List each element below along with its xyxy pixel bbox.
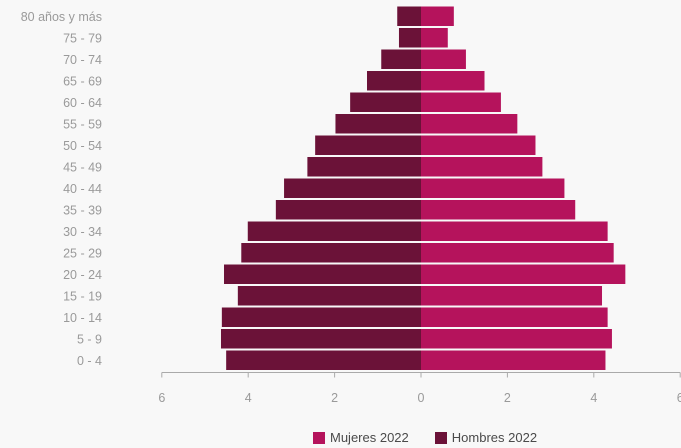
bar-hombres-30-34 bbox=[247, 221, 421, 241]
bar-mujeres-30-34 bbox=[421, 221, 608, 241]
x-tick-label-1: 4 bbox=[245, 391, 252, 405]
y-tick-label-75-79: 75 - 79 bbox=[63, 31, 102, 45]
x-axis-ticks: 6 4 2 0 2 4 6 bbox=[158, 372, 681, 405]
bar-hombres-65-69 bbox=[367, 71, 421, 91]
x-tick-label-0: 6 bbox=[158, 391, 165, 405]
bar-hombres-15-19 bbox=[237, 286, 421, 306]
bar-hombres-20-24 bbox=[224, 264, 421, 284]
y-tick-label-60-64: 60 - 64 bbox=[63, 96, 102, 110]
y-tick-label-20-24: 20 - 24 bbox=[63, 268, 102, 282]
y-tick-label-0-4: 0 - 4 bbox=[77, 354, 102, 368]
y-tick-label-45-49: 45 - 49 bbox=[63, 160, 102, 174]
bar-mujeres-75-79 bbox=[421, 28, 448, 48]
bar-hombres-70-74 bbox=[381, 49, 421, 69]
x-tick-label-2: 2 bbox=[331, 391, 338, 405]
bar-hombres-75-79 bbox=[398, 28, 421, 48]
y-tick-label-35-39: 35 - 39 bbox=[63, 203, 102, 217]
bar-hombres-0-4 bbox=[226, 350, 421, 370]
bar-mujeres-20-24 bbox=[421, 264, 626, 284]
bar-mujeres-25-29 bbox=[421, 243, 614, 263]
bar-mujeres-65-69 bbox=[421, 71, 485, 91]
bar-hombres-80-años-y-m-s bbox=[397, 6, 421, 26]
bar-mujeres-10-14 bbox=[421, 307, 608, 327]
bar-hombres-60-64 bbox=[350, 92, 421, 112]
y-tick-label-80-años-y-m-s: 80 años y más bbox=[21, 10, 102, 24]
bar-mujeres-15-19 bbox=[421, 286, 603, 306]
bar-mujeres-55-59 bbox=[421, 114, 518, 134]
y-tick-label-30-34: 30 - 34 bbox=[63, 225, 102, 239]
legend: Mujeres 2022 Hombres 2022 bbox=[313, 430, 537, 445]
y-tick-label-50-54: 50 - 54 bbox=[63, 139, 102, 153]
y-axis-tick-labels: 0 - 4 5 - 9 10 - 14 15 - 19 20 - 24 25 - 29 30… bbox=[21, 10, 102, 368]
y-tick-label-10-14: 10 - 14 bbox=[63, 311, 102, 325]
bar-hombres-25-29 bbox=[241, 243, 421, 263]
bar-hombres-50-54 bbox=[315, 135, 421, 155]
x-tick-label-4: 2 bbox=[504, 391, 511, 405]
bar-hombres-35-39 bbox=[275, 200, 421, 220]
bar-mujeres-80-años-y-m-s bbox=[421, 6, 454, 26]
bar-mujeres-5-9 bbox=[421, 329, 612, 349]
bar-hombres-40-44 bbox=[284, 178, 421, 198]
y-tick-label-15-19: 15 - 19 bbox=[63, 289, 102, 303]
bars-mujeres bbox=[421, 6, 626, 370]
y-tick-label-25-29: 25 - 29 bbox=[63, 246, 102, 260]
legend-label-hombres: Hombres 2022 bbox=[451, 430, 538, 445]
bar-mujeres-40-44 bbox=[421, 178, 565, 198]
y-tick-label-70-74: 70 - 74 bbox=[63, 53, 102, 67]
y-tick-label-55-59: 55 - 59 bbox=[63, 117, 102, 131]
bar-hombres-45-49 bbox=[307, 157, 421, 177]
x-tick-label-5: 4 bbox=[590, 391, 597, 405]
bar-hombres-10-14 bbox=[221, 307, 421, 327]
bar-mujeres-35-39 bbox=[421, 200, 576, 220]
bar-hombres-5-9 bbox=[220, 329, 421, 349]
bar-hombres-55-59 bbox=[335, 114, 421, 134]
bar-mujeres-0-4 bbox=[421, 350, 606, 370]
legend-item-hombres[interactable]: Hombres 2022 bbox=[434, 430, 538, 445]
bar-mujeres-70-74 bbox=[421, 49, 466, 69]
x-tick-label-3: 0 bbox=[418, 391, 425, 405]
legend-item-mujeres[interactable]: Mujeres 2022 bbox=[313, 430, 409, 445]
legend-swatch-hombres bbox=[434, 431, 447, 444]
y-tick-label-5-9: 5 - 9 bbox=[77, 332, 102, 346]
bars-hombres bbox=[220, 6, 421, 370]
legend-swatch-mujeres bbox=[313, 431, 325, 444]
x-tick-label-6: 6 bbox=[677, 391, 681, 405]
bar-mujeres-45-49 bbox=[421, 157, 543, 177]
bar-mujeres-50-54 bbox=[421, 135, 536, 155]
bar-mujeres-60-64 bbox=[421, 92, 501, 112]
y-tick-label-40-44: 40 - 44 bbox=[63, 182, 102, 196]
legend-label-mujeres: Mujeres 2022 bbox=[330, 430, 409, 445]
y-tick-label-65-69: 65 - 69 bbox=[63, 74, 102, 88]
